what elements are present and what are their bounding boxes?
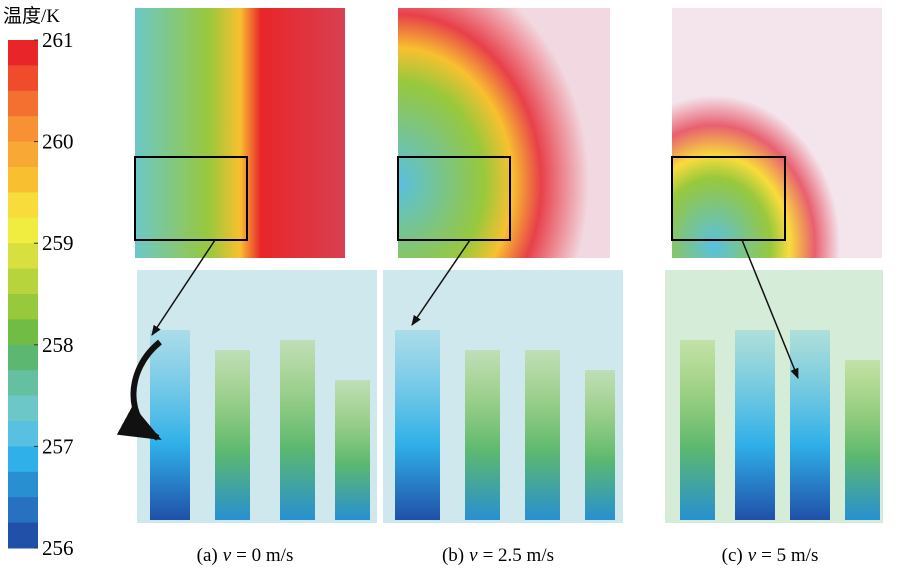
- caption-variable: v: [469, 545, 478, 566]
- colorbar-band: [8, 472, 38, 498]
- colorbar-band: [8, 116, 38, 142]
- flow-image-b: [398, 8, 610, 258]
- caption-label: (c): [722, 545, 743, 566]
- caption: (a)v= 0 m/s: [197, 545, 294, 566]
- colorbar-band: [8, 91, 38, 117]
- bottom-panels: [133, 270, 883, 523]
- colorbar-band: [8, 294, 38, 320]
- colorbar-band: [8, 65, 38, 91]
- colorbar-band: [8, 243, 38, 269]
- caption: (b)v= 2.5 m/s: [442, 545, 554, 566]
- colorbar-band: [8, 192, 38, 218]
- caption-value: = 0 m/s: [236, 545, 293, 566]
- caption-variable: v: [748, 545, 757, 566]
- colorbar-band: [8, 167, 38, 193]
- captions: (a)v= 0 m/s(b)v= 2.5 m/s(c)v= 5 m/s: [197, 545, 819, 566]
- top-panels: [135, 8, 882, 258]
- colorbar-tick-label: 260: [42, 130, 74, 154]
- colorbar-band: [8, 40, 38, 66]
- caption-value: = 5 m/s: [761, 545, 818, 566]
- colorbar-band: [8, 269, 38, 295]
- colorbar-band: [8, 142, 38, 168]
- colorbar-band: [8, 345, 38, 371]
- colorbar-tick-label: 256: [42, 536, 74, 560]
- colorbar-band: [8, 421, 38, 447]
- colorbar-tick-label: 261: [42, 28, 74, 52]
- caption-label: (b): [442, 545, 464, 566]
- colorbar-tick-label: 257: [42, 434, 74, 458]
- colorbar-title: 温度/K: [3, 5, 60, 27]
- colorbar-band: [8, 370, 38, 396]
- figure: 温度/K 261260259258257256 (a)v= 0 m/s(b)v=…: [0, 0, 900, 572]
- colorbar-tick-label: 259: [42, 231, 74, 255]
- colorbar-band: [8, 446, 38, 472]
- colorbar-band: [8, 396, 38, 422]
- caption-value: = 2.5 m/s: [483, 545, 554, 566]
- caption-label: (a): [197, 545, 218, 566]
- colorbar-band: [8, 523, 38, 549]
- flow-image-a: [135, 8, 345, 258]
- caption-variable: v: [223, 545, 232, 566]
- colorbar: 261 260 259 258 257 256: [8, 28, 74, 560]
- colorbar-band: [8, 497, 38, 523]
- caption: (c)v= 5 m/s: [722, 545, 819, 566]
- colorbar-band: [8, 319, 38, 345]
- colorbar-band: [8, 218, 38, 244]
- flow-image-c: [672, 8, 882, 258]
- colorbar-tick-label: 258: [42, 333, 74, 357]
